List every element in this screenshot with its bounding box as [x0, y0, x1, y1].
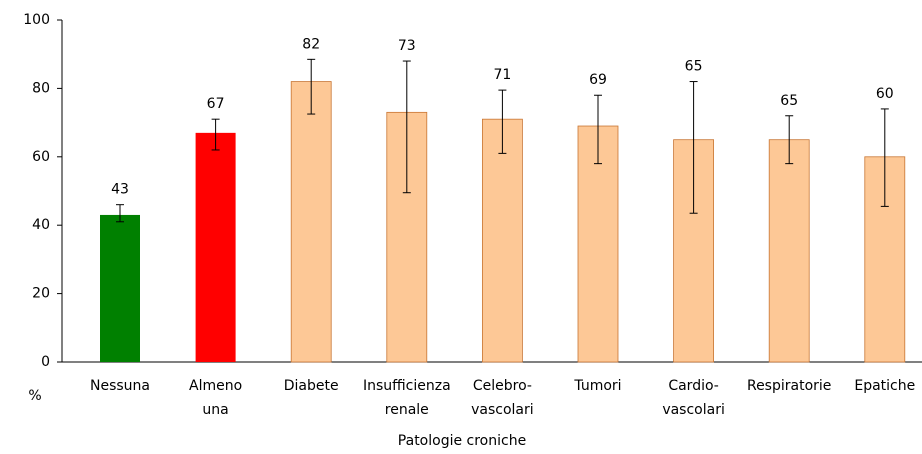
bar [768, 139, 810, 363]
x-tick-label: Cardio- [668, 378, 719, 394]
y-tick-label: 100 [23, 12, 50, 28]
data-label: 67 [207, 96, 225, 112]
y-tick-label: 80 [32, 80, 50, 96]
bar [577, 125, 619, 363]
bar [481, 118, 523, 363]
y-tick-label: 60 [32, 149, 50, 165]
x-tick-label: Diabete [284, 378, 339, 394]
y-tick-label: 20 [32, 286, 50, 302]
data-label: 60 [876, 86, 894, 102]
data-label: 65 [780, 93, 798, 109]
data-label: 43 [111, 182, 129, 198]
x-tick-label: vascolari [471, 402, 534, 418]
x-tick-label: vascolari [662, 402, 725, 418]
x-tick-label: Epatiche [854, 378, 915, 394]
x-tick-label: Tumori [573, 378, 621, 394]
bar [290, 81, 332, 363]
data-label: 73 [398, 38, 416, 54]
x-tick-label: una [202, 402, 228, 418]
data-label: 65 [685, 59, 703, 75]
y-tick-label: 0 [41, 354, 50, 370]
y-axis-label: % [28, 388, 41, 404]
x-tick-label: Celebro- [473, 378, 532, 394]
y-tick-label: 40 [32, 217, 50, 233]
bar [100, 214, 140, 362]
data-label: 69 [589, 72, 607, 88]
x-tick-label: Almeno [189, 378, 242, 394]
bar [673, 139, 714, 363]
x-tick-label: Nessuna [90, 378, 150, 394]
x-axis-label: Patologie croniche [398, 433, 526, 449]
x-tick-label: renale [385, 402, 429, 418]
x-tick-label: Insufficienza [363, 378, 451, 394]
data-label: 71 [493, 67, 511, 83]
x-tick-label: Respiratorie [747, 378, 831, 394]
bar [195, 132, 236, 362]
data-label: 82 [302, 36, 320, 52]
